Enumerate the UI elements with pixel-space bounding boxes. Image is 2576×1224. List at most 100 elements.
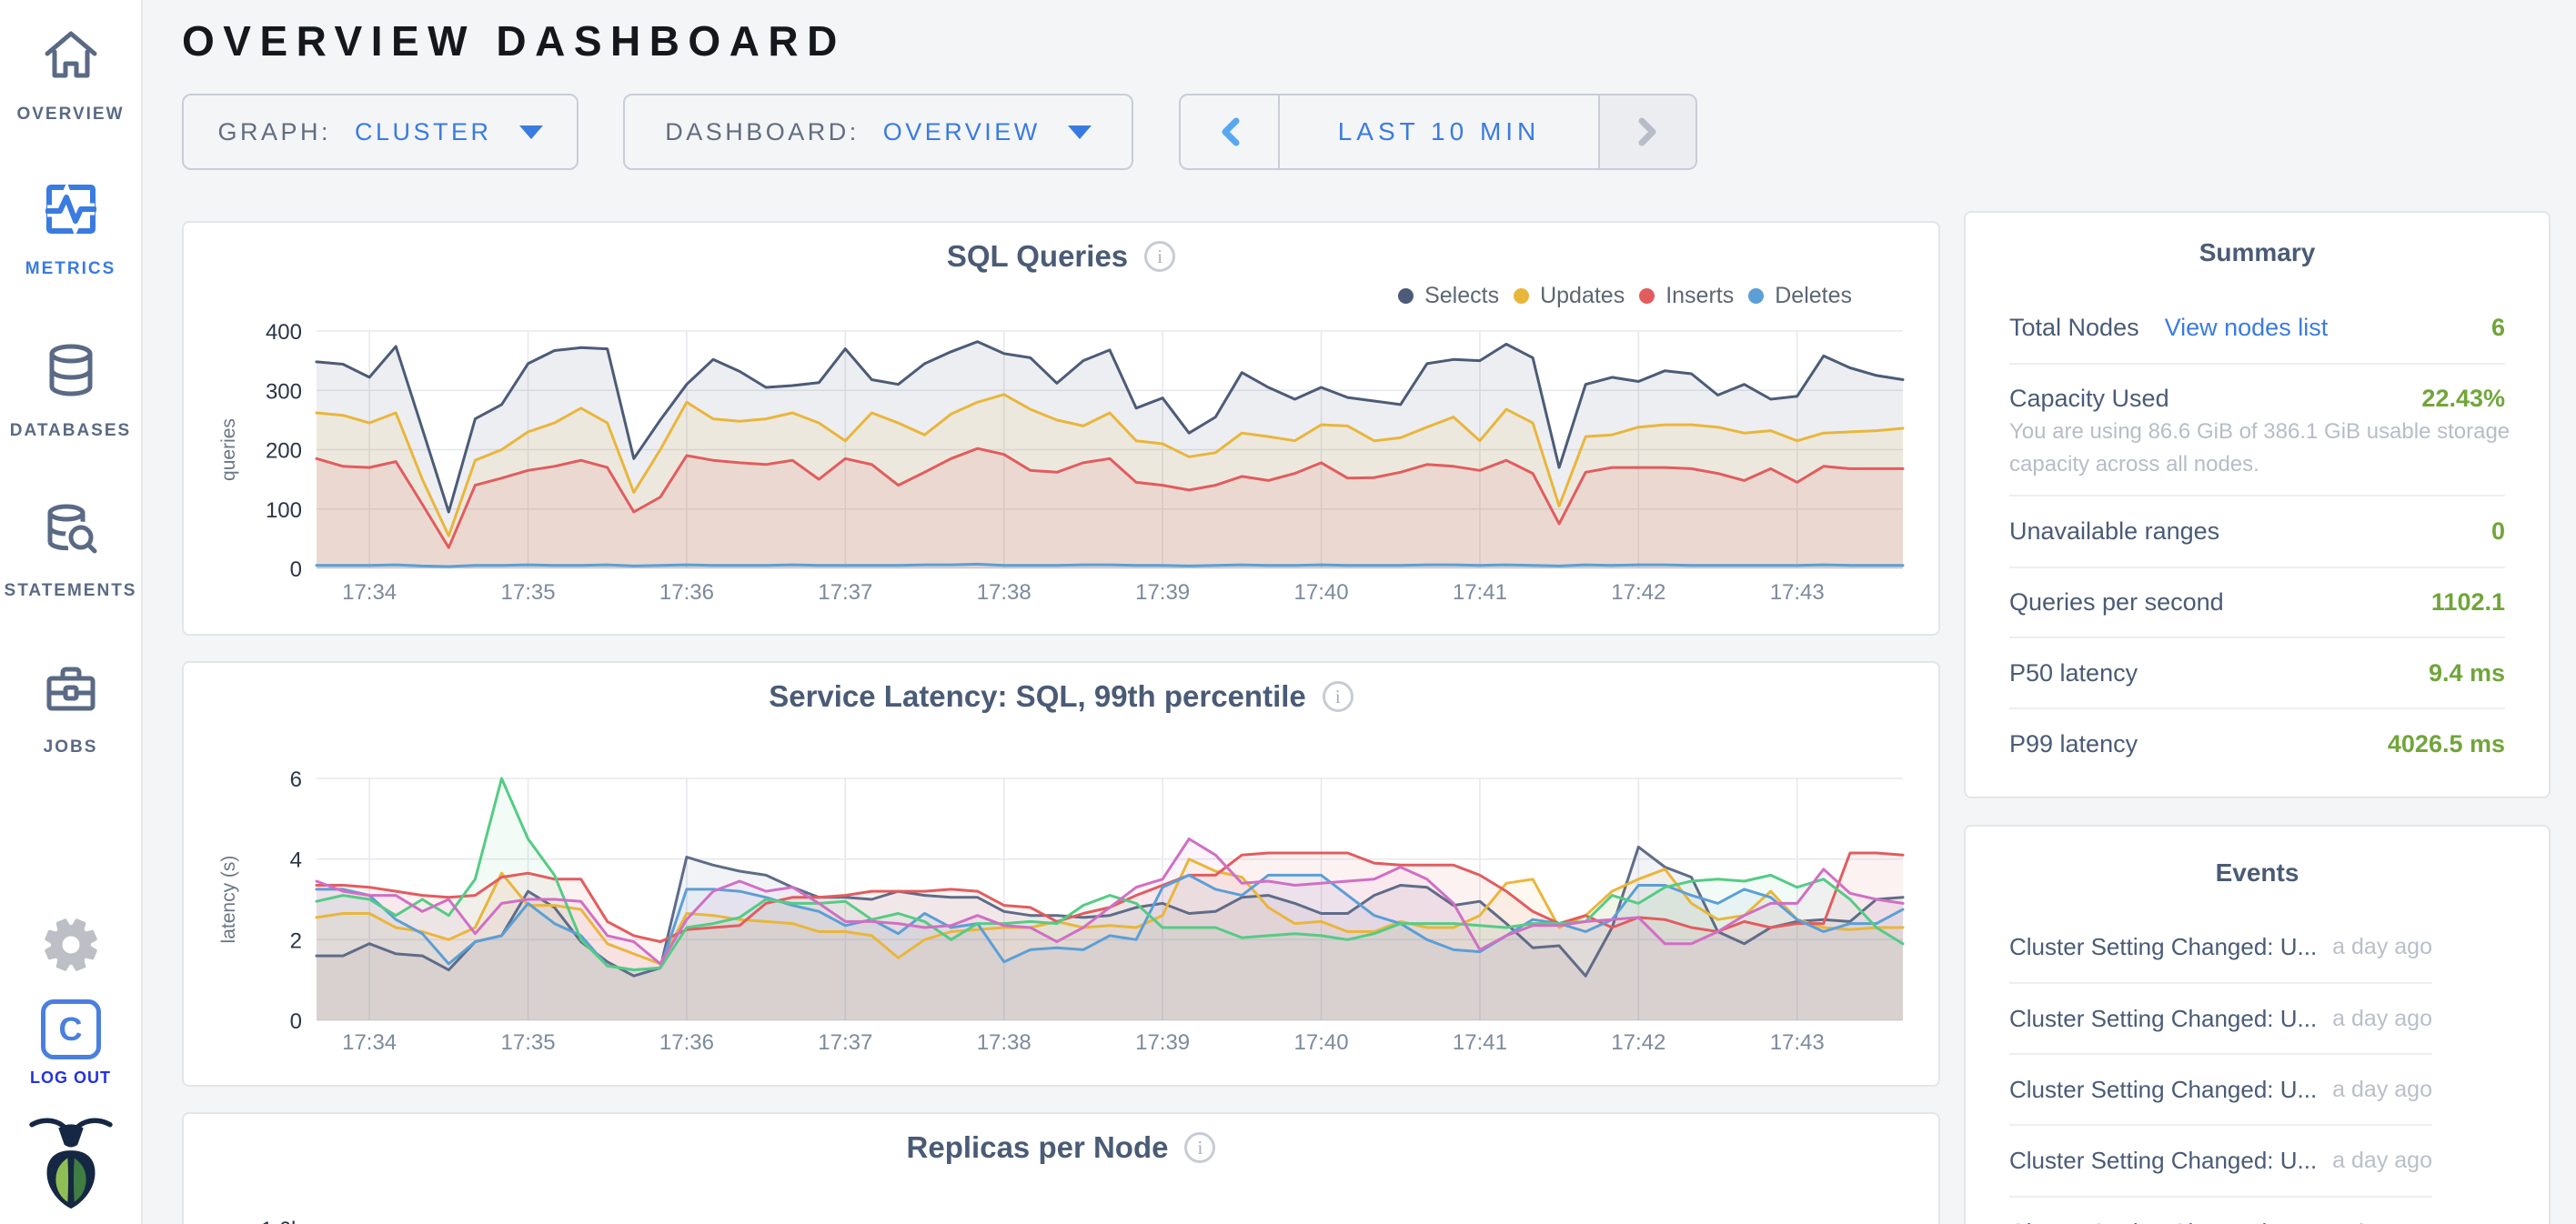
svg-text:4: 4 xyxy=(290,848,302,873)
legend-label: Inserts xyxy=(1665,283,1735,308)
chevron-down-icon xyxy=(1067,125,1092,139)
svg-text:queries: queries xyxy=(218,418,239,481)
sidebar-item-databases[interactable]: DATABASES xyxy=(0,344,141,441)
service-latency-chart-panel: Service Latency: SQL, 99th percentile i … xyxy=(182,661,1940,1087)
legend-label: Deletes xyxy=(1775,283,1852,308)
chevron-down-icon xyxy=(518,125,543,139)
svg-text:17:36: 17:36 xyxy=(659,1030,714,1055)
legend-item-updates[interactable]: Updates xyxy=(1514,283,1625,309)
event-row[interactable]: Cluster Setting Changed: U... a day ago xyxy=(2009,1198,2432,1224)
svg-text:0: 0 xyxy=(290,557,302,582)
svg-text:17:34: 17:34 xyxy=(342,1030,397,1055)
svg-text:17:43: 17:43 xyxy=(1770,580,1825,605)
jobs-icon xyxy=(0,664,141,717)
svg-text:17:35: 17:35 xyxy=(501,580,556,605)
replicas-chart-panel: Replicas per Node i 1.6k xyxy=(182,1112,1940,1224)
svg-text:17:41: 17:41 xyxy=(1453,1030,1507,1055)
svg-text:400: 400 xyxy=(266,320,302,345)
event-row[interactable]: Cluster Setting Changed: U... a day ago xyxy=(2009,1075,2432,1103)
svg-text:17:39: 17:39 xyxy=(1135,1030,1190,1055)
statements-icon xyxy=(0,504,141,561)
legend-item-selects[interactable]: Selects xyxy=(1398,283,1499,309)
svg-text:17:39: 17:39 xyxy=(1135,580,1190,605)
summary-row-p99: P99 latency 4026.5 ms xyxy=(2009,730,2505,757)
databases-icon xyxy=(0,344,141,401)
chevron-left-icon xyxy=(1222,117,1239,146)
event-row[interactable]: Cluster Setting Changed: U... a day ago xyxy=(2009,933,2432,960)
summary-row-p50: P50 latency 9.4 ms xyxy=(2009,658,2505,687)
legend-item-inserts[interactable]: Inserts xyxy=(1639,283,1734,309)
info-icon[interactable]: i xyxy=(1184,1132,1216,1163)
svg-text:17:40: 17:40 xyxy=(1294,580,1349,605)
events-title: Events xyxy=(2215,858,2299,887)
home-icon xyxy=(0,29,141,85)
time-range-next-button[interactable] xyxy=(1598,95,1696,168)
sql-queries-chart-panel: SQL Queries i Selects Updates Inserts Delet… xyxy=(182,221,1940,636)
svg-text:2: 2 xyxy=(290,928,302,953)
svg-text:6: 6 xyxy=(290,768,302,792)
legend-item-deletes[interactable]: Deletes xyxy=(1748,283,1852,309)
svg-text:17:37: 17:37 xyxy=(818,1030,872,1055)
svg-text:17:43: 17:43 xyxy=(1770,1030,1825,1055)
svg-text:17:38: 17:38 xyxy=(977,580,1031,605)
svg-text:17:35: 17:35 xyxy=(501,1030,556,1055)
summary-row-unavailable: Unavailable ranges 0 xyxy=(2009,517,2505,545)
legend-dot-icon xyxy=(1748,288,1765,304)
cockroachdb-logo-icon xyxy=(0,1113,141,1214)
gear-icon xyxy=(44,918,97,975)
sql-queries-chart-title: SQL Queries xyxy=(946,239,1129,273)
summary-title: Summary xyxy=(2199,238,2316,266)
summary-row-qps: Queries per second 1102.1 xyxy=(2009,588,2505,616)
events-panel: Events Cluster Setting Changed: U... a d… xyxy=(1964,825,2551,1224)
info-icon[interactable]: i xyxy=(1144,241,1176,272)
legend-label: Selects xyxy=(1424,283,1500,308)
logout-icon: C xyxy=(40,999,101,1059)
time-range-value[interactable]: LAST 10 MIN xyxy=(1337,117,1541,145)
svg-text:17:38: 17:38 xyxy=(977,1030,1031,1055)
svg-text:100: 100 xyxy=(266,498,302,523)
event-row[interactable]: Cluster Setting Changed: U... a day ago xyxy=(2009,1004,2432,1032)
svg-text:latency (s): latency (s) xyxy=(218,856,239,944)
event-row[interactable]: Cluster Setting Changed: U... a day ago xyxy=(2009,1147,2432,1174)
dashboard-dropdown[interactable]: DASHBOARD: OVERVIEW xyxy=(623,94,1133,170)
svg-text:200: 200 xyxy=(266,439,302,464)
service-latency-plot: 17:34 17:35 17:36 17:37 17:38 17:39 17:40 17:41… xyxy=(218,768,1905,1055)
chevron-right-icon xyxy=(1638,117,1655,146)
svg-text:17:42: 17:42 xyxy=(1611,1030,1665,1055)
svg-text:17:40: 17:40 xyxy=(1294,1030,1349,1055)
replicas-ytick-label: 1.6k xyxy=(261,1218,303,1224)
svg-text:0: 0 xyxy=(290,1009,302,1034)
svg-text:17:42: 17:42 xyxy=(1611,580,1665,605)
summary-row-total-nodes: Total Nodes View nodes list 6 xyxy=(2009,314,2505,341)
info-icon[interactable]: i xyxy=(1322,681,1353,712)
settings-gear[interactable] xyxy=(0,918,141,976)
sidebar-item-jobs[interactable]: JOBS xyxy=(0,664,141,757)
logout-button[interactable]: C LOG OUT xyxy=(0,999,141,1088)
service-latency-chart-title: Service Latency: SQL, 99th percentile xyxy=(769,679,1306,713)
sql-queries-plot: 17:34 17:35 17:36 17:37 17:38 17:39 17:40 17:41… xyxy=(218,320,1905,605)
replicas-plot: 1.6k xyxy=(261,1218,303,1224)
capacity-caption: You are using 86.6 GiB of 386.1 GiB usab… xyxy=(2009,419,2511,477)
sidebar-item-statements[interactable]: STATEMENTS xyxy=(0,504,141,601)
sidebar: OVERVIEW METRICS DATABASES xyxy=(0,0,143,1224)
legend-dot-icon xyxy=(1514,288,1530,304)
legend-label: Updates xyxy=(1540,283,1625,308)
svg-text:17:34: 17:34 xyxy=(342,580,397,605)
view-nodes-list-link[interactable]: View nodes list xyxy=(2164,314,2329,341)
replicas-chart-title: Replicas per Node xyxy=(906,1130,1169,1164)
summary-panel: Summary Total Nodes View nodes list 6 Ca… xyxy=(1964,211,2551,798)
page-title: OVERVIEW DASHBOARD xyxy=(182,17,846,65)
time-range-selector: LAST 10 MIN xyxy=(1179,94,1697,170)
svg-text:17:36: 17:36 xyxy=(659,580,714,605)
summary-row-capacity: Capacity Used 22.43% xyxy=(2009,384,2505,412)
sidebar-item-overview[interactable]: OVERVIEW xyxy=(0,29,141,125)
sql-queries-legend: Selects Updates Inserts Deletes xyxy=(1398,283,1852,309)
graph-dropdown[interactable]: GRAPH: CLUSTER xyxy=(182,94,579,170)
time-range-prev-button[interactable] xyxy=(1181,95,1280,168)
metrics-icon xyxy=(0,182,141,239)
svg-text:17:37: 17:37 xyxy=(818,580,872,605)
legend-dot-icon xyxy=(1639,288,1655,304)
legend-dot-icon xyxy=(1398,288,1414,304)
sidebar-item-metrics[interactable]: METRICS xyxy=(0,182,141,279)
svg-text:17:41: 17:41 xyxy=(1453,580,1507,605)
